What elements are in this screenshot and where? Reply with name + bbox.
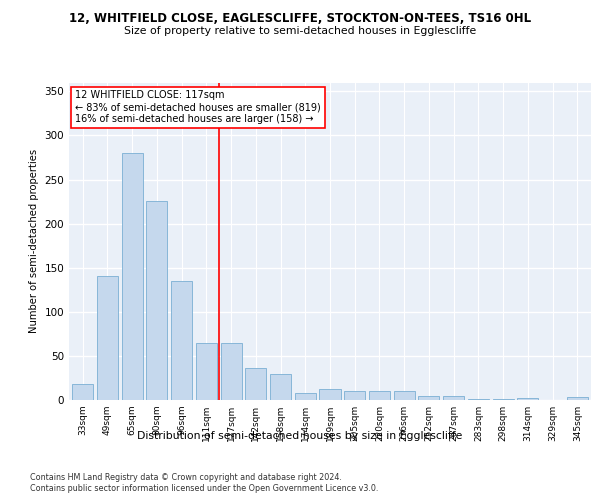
Bar xyxy=(122,153,143,400)
Y-axis label: Number of semi-detached properties: Number of semi-detached properties xyxy=(29,149,39,334)
Bar xyxy=(270,374,291,400)
Bar xyxy=(245,368,266,400)
Bar xyxy=(394,391,415,400)
Bar xyxy=(146,200,167,400)
Bar xyxy=(196,342,217,400)
Bar xyxy=(418,396,439,400)
Bar xyxy=(319,390,341,400)
Bar xyxy=(567,398,588,400)
Bar xyxy=(517,398,538,400)
Bar xyxy=(369,391,390,400)
Text: Contains public sector information licensed under the Open Government Licence v3: Contains public sector information licen… xyxy=(30,484,379,493)
Bar xyxy=(493,399,514,400)
Text: Contains HM Land Registry data © Crown copyright and database right 2024.: Contains HM Land Registry data © Crown c… xyxy=(30,472,342,482)
Bar xyxy=(171,281,192,400)
Bar xyxy=(468,399,489,400)
Text: 12, WHITFIELD CLOSE, EAGLESCLIFFE, STOCKTON-ON-TEES, TS16 0HL: 12, WHITFIELD CLOSE, EAGLESCLIFFE, STOCK… xyxy=(69,12,531,24)
Bar xyxy=(295,393,316,400)
Text: Size of property relative to semi-detached houses in Egglescliffe: Size of property relative to semi-detach… xyxy=(124,26,476,36)
Text: 12 WHITFIELD CLOSE: 117sqm
← 83% of semi-detached houses are smaller (819)
16% o: 12 WHITFIELD CLOSE: 117sqm ← 83% of semi… xyxy=(75,90,321,124)
Bar xyxy=(221,342,242,400)
Bar xyxy=(344,391,365,400)
Bar xyxy=(443,396,464,400)
Bar xyxy=(72,384,93,400)
Bar xyxy=(97,276,118,400)
Text: Distribution of semi-detached houses by size in Egglescliffe: Distribution of semi-detached houses by … xyxy=(137,431,463,441)
